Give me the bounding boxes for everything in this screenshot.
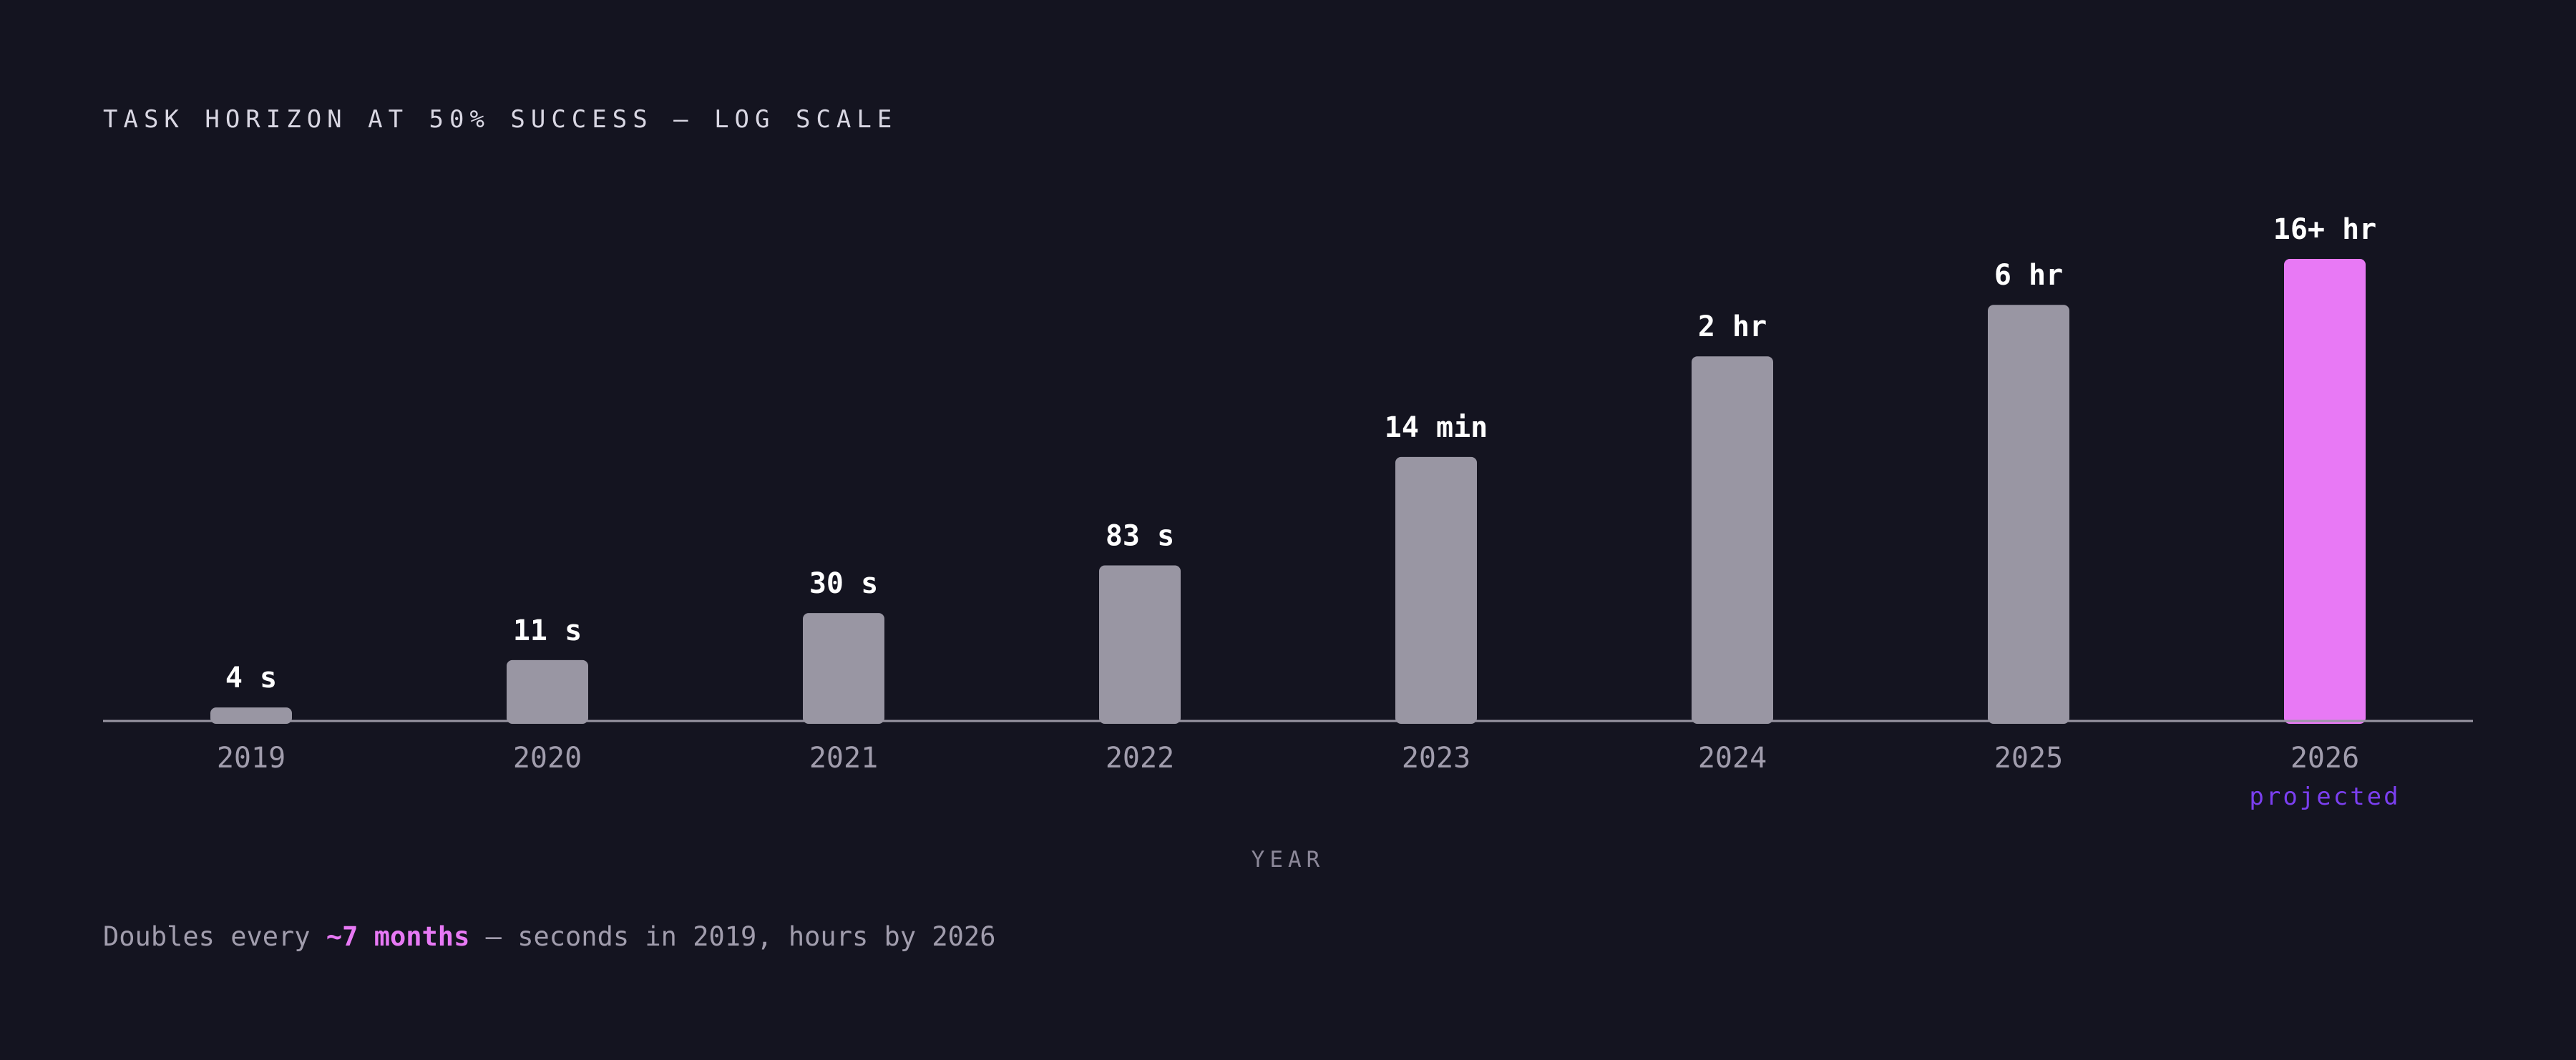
x-axis-title: YEAR	[1252, 847, 1325, 873]
bars-group	[210, 259, 2366, 724]
note-group: projected	[2249, 782, 2400, 811]
bar-2025	[1988, 305, 2069, 724]
x-tick-labels-group: 2019 2020 2021 2022 2023 2024 2025 2026	[217, 742, 2359, 775]
bar-2021	[803, 613, 884, 724]
x-tick-label-2025: 2025	[1994, 742, 2063, 775]
bar-2020	[507, 659, 588, 724]
footnote: Doubles every ~7 months — seconds in 201…	[103, 921, 995, 952]
x-tick-label-2021: 2021	[809, 742, 878, 775]
value-label-2026: 16+ hr	[2273, 213, 2377, 246]
bar-2022	[1099, 565, 1181, 724]
bar-2024	[1692, 356, 1773, 724]
footnote-suffix: — seconds in 2019, hours by 2026	[486, 921, 996, 952]
x-tick-label-2026: 2026	[2290, 742, 2359, 775]
bar-2023	[1395, 456, 1477, 724]
bar-2019	[210, 707, 292, 724]
value-label-2025: 6 hr	[1994, 259, 2063, 292]
value-label-2022: 83 s	[1106, 520, 1174, 553]
value-label-2019: 4 s	[225, 662, 277, 695]
value-label-2023: 14 min	[1385, 411, 1488, 444]
value-label-2024: 2 hr	[1698, 310, 1767, 343]
footnote-highlight: ~7 months	[326, 921, 469, 952]
value-labels-group: 4 s 11 s 30 s 83 s 14 min 2 hr 6 hr 16+ hr	[225, 213, 2376, 695]
x-tick-label-2024: 2024	[1698, 742, 1767, 775]
projected-note: projected	[2249, 782, 2400, 811]
x-tick-label-2020: 2020	[513, 742, 582, 775]
bar-2026	[2284, 259, 2366, 724]
x-tick-label-2019: 2019	[217, 742, 286, 775]
footnote-prefix: Doubles every	[103, 921, 311, 952]
value-label-2020: 11 s	[513, 614, 582, 647]
x-tick-label-2023: 2023	[1402, 742, 1470, 775]
chart-title: TASK HORIZON AT 50% SUCCESS — LOG SCALE	[103, 105, 897, 134]
value-label-2021: 30 s	[809, 567, 878, 600]
x-tick-label-2022: 2022	[1106, 742, 1174, 775]
